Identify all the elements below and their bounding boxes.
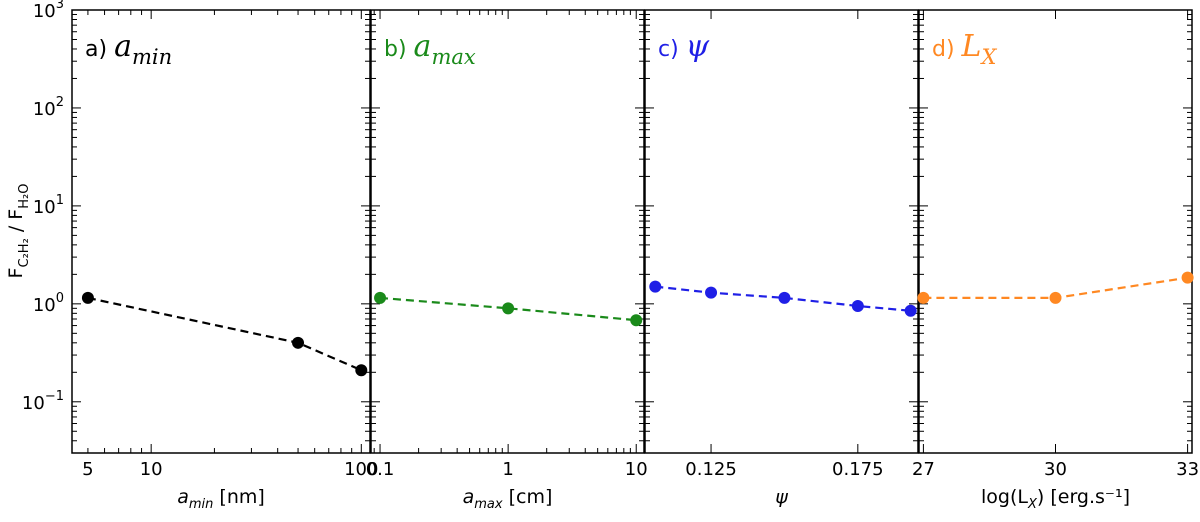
panel-a-frame: [71, 9, 371, 454]
panel-c: 0.125 0.175 ψ c) ψ: [644, 9, 919, 508]
panel-c-data-point: [778, 291, 791, 304]
panel-b-xtick-label-1: 1: [502, 459, 513, 480]
y-tick-label-4: 103: [33, 0, 64, 22]
panel-d-frame: [918, 9, 1193, 454]
panel-a-xtick-label-2: 100: [344, 459, 378, 480]
y-tick-label-3: 102: [33, 95, 64, 120]
panel-b-series-line: [379, 296, 637, 322]
panel-d-xtick-label-2: 33: [1176, 459, 1199, 480]
panel-d-xtick-label-1: 30: [1044, 459, 1067, 480]
panel-d-data-point: [1049, 291, 1062, 304]
panel-d: 27 30 33 log(LX) [erg.s⁻¹] d) LX: [912, 9, 1199, 512]
panel-b-xtick-label-2: 10: [625, 459, 648, 480]
panel-a-series-line: [87, 296, 362, 372]
panel-a-data-point: [292, 336, 305, 349]
panel-a-xtick-label-0: 5: [82, 459, 93, 480]
panel-c-data-point: [904, 304, 917, 317]
panel-c-xtick-label-0: 0.125: [685, 459, 737, 480]
y-tick-label-1: 100: [33, 291, 64, 316]
panel-d-data-point: [1181, 271, 1194, 284]
y-tick-label-2: 101: [33, 193, 64, 218]
panel-c-series-line: [655, 285, 911, 312]
panel-c-frame: [644, 9, 919, 454]
panel-c-data-point: [851, 300, 864, 313]
panel-c-data-point: [649, 280, 662, 293]
panel-b-x-axis-label: amax [cm]: [463, 486, 553, 512]
panel-b: 0.1 1 10 amax [cm] b) amax: [366, 9, 648, 512]
panel-c-title: c) ψ: [658, 29, 710, 64]
panel-b-xtick-label-0: 0.1: [366, 459, 395, 480]
panel-d-title: d) LX: [932, 29, 997, 69]
panel-c-xtick-label-1: 0.175: [832, 459, 884, 480]
panel-d-data-point: [917, 291, 930, 304]
panel-b-frame: [370, 9, 645, 454]
panel-b-data-point: [374, 291, 387, 304]
panel-a-x-axis-label: amin [nm]: [177, 486, 265, 512]
panel-b-title: b) amax: [384, 29, 476, 69]
panel-a-title: a) amin: [85, 29, 172, 69]
panel-a: 5 10 100 amin [nm] a) amin: [71, 9, 378, 512]
panel-a-xtick-label-1: 10: [140, 459, 163, 480]
panel-c-x-axis-label: ψ: [775, 486, 788, 508]
y-axis-label: FC₂H₂ / FH₂O: [5, 184, 32, 279]
panel-d-xtick-label-0: 27: [912, 459, 935, 480]
panel-d-x-axis-label: log(LX) [erg.s⁻¹]: [981, 486, 1130, 512]
panel-b-data-point: [502, 302, 515, 315]
panel-a-data-point: [81, 291, 94, 304]
y-tick-label-0: 10−1: [22, 389, 64, 414]
panel-b-data-point: [630, 314, 643, 327]
panel-a-data-point: [355, 364, 368, 377]
panel-c-data-point: [705, 286, 718, 299]
